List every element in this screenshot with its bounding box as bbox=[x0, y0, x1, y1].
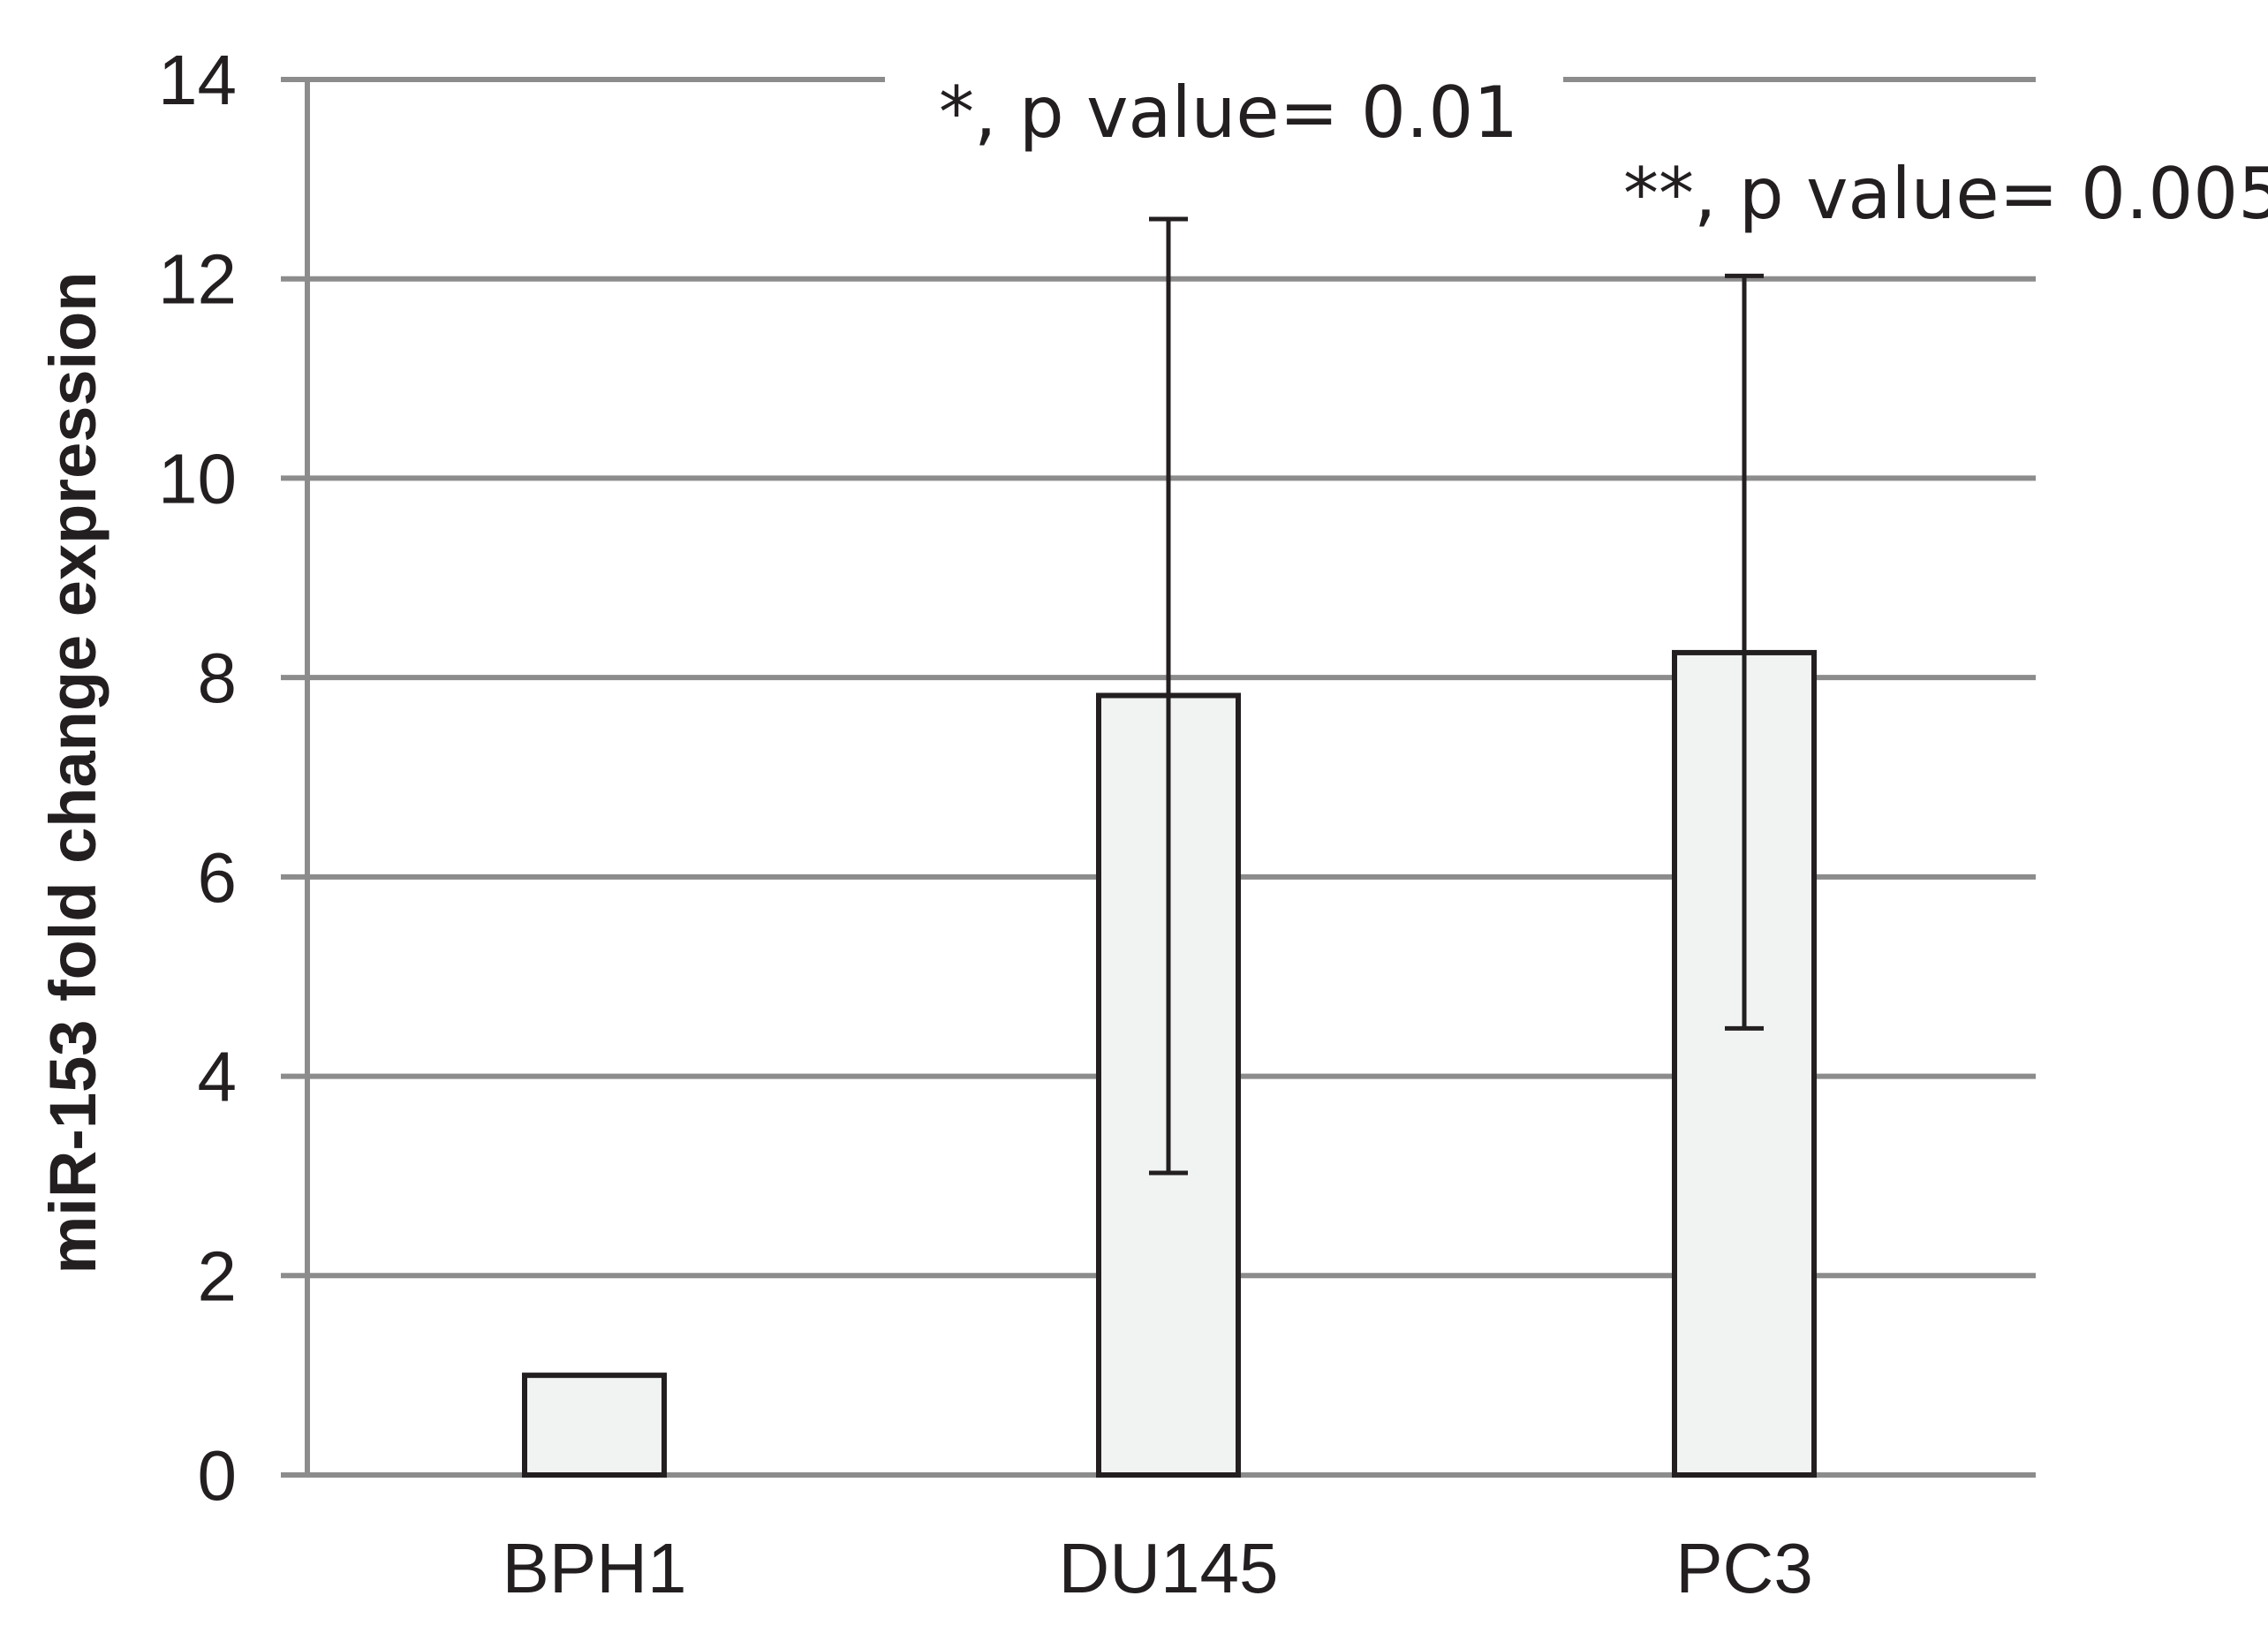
x-tick-label: PC3 bbox=[1675, 1529, 1813, 1607]
y-tick-label: 4 bbox=[198, 1038, 238, 1116]
y-tick-label: 0 bbox=[198, 1436, 238, 1515]
y-tick-label: 6 bbox=[198, 838, 238, 917]
y-tick-label: 14 bbox=[158, 41, 237, 119]
x-tick-label: DU145 bbox=[1058, 1529, 1278, 1607]
y-tick-label: 12 bbox=[158, 240, 237, 319]
significance-annotation: *, p value= 0.01 bbox=[939, 72, 1518, 154]
bar-bph1 bbox=[522, 1373, 667, 1478]
error-bar-du145 bbox=[1149, 216, 1188, 1176]
y-axis-title: miR-153 fold change expression bbox=[36, 271, 110, 1274]
x-tick-label: BPH1 bbox=[503, 1529, 687, 1607]
labels: 0 2 4 6 8 10 12 14 BPH1 DU145 PC3 *, p value= 0.01 *… bbox=[158, 41, 2268, 1607]
y-tick-label: 8 bbox=[198, 639, 238, 717]
significance-annotation: **, p value= 0.005 bbox=[1623, 153, 2268, 235]
error-bars bbox=[1149, 216, 1764, 1176]
y-tick-label: 2 bbox=[198, 1237, 238, 1315]
error-bar-pc3 bbox=[1725, 273, 1764, 1031]
y-tick-label: 10 bbox=[158, 439, 237, 518]
